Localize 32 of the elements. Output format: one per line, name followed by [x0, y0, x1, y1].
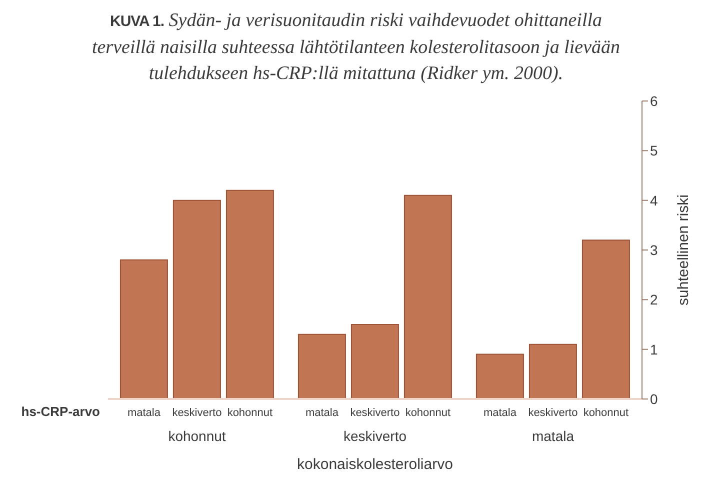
legend-title: hs-CRP-arvo	[21, 404, 100, 419]
x-tick-label: keskiverto	[343, 428, 407, 444]
bar	[298, 334, 346, 399]
y-axis-title: suhteellinen riski	[675, 194, 692, 306]
text: matala	[483, 407, 516, 419]
bar	[350, 324, 399, 399]
x-tick-label: kohonnut	[168, 428, 226, 444]
y-tick-label: 2	[650, 292, 658, 308]
bar	[120, 259, 168, 399]
bar	[582, 240, 630, 399]
bar	[226, 190, 274, 399]
chart-title: KUVA 1. Sydän- ja verisuonitaudin riski vaihdevuodet ohittaneilla terveillä naisilla suhteessa lähtötilanteen kolesterolitasoon ja lievään tulehdukseen hs-CRP:llä mitattuna (Ridker ym. 2000).	[92, 10, 620, 84]
bar	[404, 194, 452, 399]
text: keskiverto	[528, 407, 578, 419]
y-tick-label: 3	[650, 242, 658, 258]
series-label: matala	[127, 407, 162, 419]
text: keskiverto	[350, 407, 400, 419]
series-label: kohonnut	[227, 407, 273, 419]
y-tick-label: 6	[650, 92, 658, 109]
series-label: keskiverto	[172, 407, 222, 419]
y-tick-label: 1	[650, 341, 658, 358]
text: matala	[305, 407, 338, 419]
x-tick-label: matala	[532, 428, 574, 444]
bar	[476, 354, 524, 399]
y-tick-label: 5	[650, 142, 658, 159]
text: kohonnut	[405, 407, 451, 419]
y-tick-label: 4	[650, 192, 658, 208]
x-axis-title: kokonaiskolesteroliarvo	[297, 456, 453, 473]
text: kohonnut	[583, 407, 629, 419]
bar	[172, 200, 221, 399]
y-tick-label: 0	[650, 390, 658, 407]
bar	[528, 344, 577, 399]
